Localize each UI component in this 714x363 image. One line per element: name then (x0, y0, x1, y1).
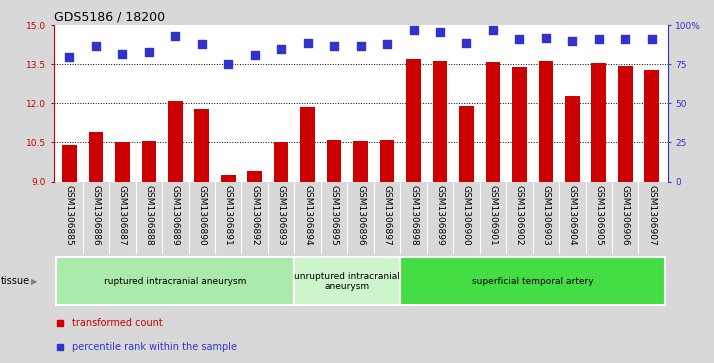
Point (170, 33, 181, 39)
Bar (62, 145, 76, 182)
Text: GSM1306890: GSM1306890 (197, 185, 206, 246)
FancyBboxPatch shape (294, 257, 401, 305)
Point (620, 37, 631, 42)
Bar (194, 109, 209, 182)
Bar (512, 67, 527, 182)
Text: GSM1306899: GSM1306899 (436, 185, 445, 246)
Bar (618, 66, 633, 182)
Point (381, 41, 393, 47)
Point (143, 49, 154, 55)
Text: GSM1306898: GSM1306898 (409, 185, 418, 246)
Bar (459, 106, 473, 182)
Point (461, 40, 472, 45)
Bar (591, 63, 606, 182)
Text: percentile rank within the sample: percentile rank within the sample (72, 342, 237, 352)
Text: GSM1306895: GSM1306895 (330, 185, 338, 246)
Text: GSM1306900: GSM1306900 (462, 185, 471, 246)
Point (116, 50, 128, 56)
Point (540, 35, 551, 41)
Text: GSM1306906: GSM1306906 (620, 185, 630, 246)
Text: GSM1306896: GSM1306896 (356, 185, 365, 246)
Bar (141, 141, 156, 182)
Point (646, 37, 658, 42)
Bar (353, 141, 368, 182)
Point (64, 54, 75, 60)
Bar (565, 95, 580, 182)
Point (223, 61, 234, 68)
Text: GSM1306902: GSM1306902 (515, 185, 524, 246)
Bar (274, 142, 288, 182)
Text: GSM1306892: GSM1306892 (250, 185, 259, 246)
Bar (538, 61, 553, 182)
Bar (433, 61, 447, 182)
Point (487, 27, 498, 33)
Point (54, 344, 66, 350)
FancyBboxPatch shape (401, 257, 665, 305)
Bar (327, 140, 341, 182)
Text: ▶: ▶ (31, 277, 37, 286)
Text: GSM1306904: GSM1306904 (568, 185, 577, 246)
Point (567, 38, 578, 44)
Text: unruptured intracranial
aneurysm: unruptured intracranial aneurysm (294, 272, 401, 291)
Text: GSM1306889: GSM1306889 (171, 185, 180, 246)
Point (434, 29, 446, 34)
Bar (89, 132, 104, 182)
Text: superficial temporal artery: superficial temporal artery (472, 277, 593, 286)
Text: GDS5186 / 18200: GDS5186 / 18200 (54, 11, 165, 24)
Point (196, 41, 208, 47)
Point (593, 37, 605, 42)
Text: GSM1306886: GSM1306886 (91, 185, 101, 246)
Text: GSM1306903: GSM1306903 (541, 185, 550, 246)
Bar (406, 59, 421, 182)
Text: GSM1306894: GSM1306894 (303, 185, 312, 246)
Text: GSM1306893: GSM1306893 (276, 185, 286, 246)
Bar (645, 70, 659, 182)
Text: GSM1306887: GSM1306887 (118, 185, 127, 246)
Text: GSM1306885: GSM1306885 (65, 185, 74, 246)
FancyBboxPatch shape (56, 257, 294, 305)
Text: transformed count: transformed count (72, 318, 163, 328)
Point (328, 43, 340, 49)
Bar (486, 62, 501, 182)
Point (249, 52, 261, 58)
Point (54, 320, 66, 326)
Text: GSM1306905: GSM1306905 (594, 185, 603, 246)
Text: GSM1306888: GSM1306888 (144, 185, 154, 246)
Point (90, 43, 101, 49)
Point (408, 27, 419, 33)
Text: ruptured intracranial aneurysm: ruptured intracranial aneurysm (104, 277, 246, 286)
Point (276, 46, 287, 52)
Text: GSM1306901: GSM1306901 (488, 185, 498, 246)
Text: GSM1306907: GSM1306907 (647, 185, 656, 246)
Text: GSM1306891: GSM1306891 (223, 185, 233, 246)
Point (513, 37, 525, 42)
Point (302, 40, 313, 45)
Text: GSM1306897: GSM1306897 (383, 185, 391, 246)
Bar (301, 107, 315, 182)
Bar (380, 140, 394, 182)
Bar (221, 175, 236, 182)
Bar (115, 142, 130, 182)
Bar (248, 171, 262, 182)
Bar (168, 101, 183, 182)
Text: tissue: tissue (1, 276, 30, 286)
Point (355, 43, 366, 49)
